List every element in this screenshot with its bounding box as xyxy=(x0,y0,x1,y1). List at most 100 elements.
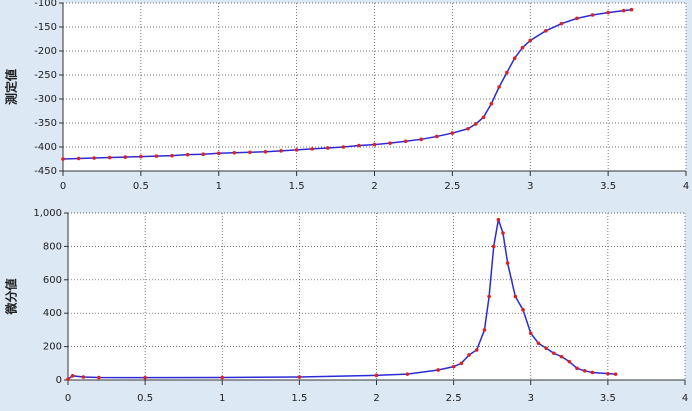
data-point xyxy=(496,217,501,222)
data-point xyxy=(341,145,346,149)
y-tick-label: 400 xyxy=(43,308,62,319)
data-point xyxy=(310,147,315,151)
data-point xyxy=(491,244,496,249)
data-point xyxy=(559,21,564,26)
data-point xyxy=(513,294,518,299)
x-tick-label: 0.5 xyxy=(133,181,149,192)
data-point xyxy=(357,143,361,148)
y-tick-label: 600 xyxy=(43,275,62,286)
data-point xyxy=(474,348,479,352)
data-point xyxy=(297,375,302,379)
data-point xyxy=(143,375,147,380)
x-tick-label: 0 xyxy=(65,393,71,404)
data-point xyxy=(403,139,408,144)
data-point xyxy=(107,155,112,160)
x-tick-label: 1.5 xyxy=(289,181,305,192)
data-point xyxy=(629,7,634,12)
data-point xyxy=(487,294,491,299)
data-point xyxy=(459,361,464,366)
data-point xyxy=(482,328,487,332)
data-point xyxy=(621,8,626,13)
y-axis-label: 測定値 xyxy=(4,69,19,105)
data-point xyxy=(497,85,501,89)
data-point xyxy=(536,341,541,346)
y-tick-label: -450 xyxy=(34,166,57,177)
data-point xyxy=(528,331,533,336)
data-point xyxy=(528,38,533,43)
y-tick-label: 1,000 xyxy=(33,208,62,219)
data-point xyxy=(435,134,439,139)
data-point xyxy=(473,122,478,126)
data-point xyxy=(552,351,556,356)
x-tick-label: 3.5 xyxy=(600,181,616,192)
data-point xyxy=(139,154,143,159)
data-point xyxy=(123,155,128,159)
data-point xyxy=(606,10,610,15)
data-point xyxy=(185,152,190,157)
data-point xyxy=(263,150,268,154)
data-point xyxy=(92,156,96,160)
data-line xyxy=(62,8,632,160)
data-point xyxy=(436,368,441,372)
x-tick-label: 2.5 xyxy=(444,181,460,192)
data-point xyxy=(232,150,237,155)
data-point xyxy=(248,150,252,155)
data-point xyxy=(489,102,494,106)
data-point xyxy=(451,364,456,369)
data-point xyxy=(450,131,455,135)
x-tick-label: 1 xyxy=(216,181,222,192)
data-point xyxy=(590,13,595,17)
data-point xyxy=(501,231,505,235)
data-point xyxy=(559,354,564,359)
data-point xyxy=(154,154,159,158)
data-point xyxy=(466,126,470,131)
data-point xyxy=(374,373,379,378)
y-tick-label: -300 xyxy=(34,94,57,105)
data-point xyxy=(76,156,81,161)
data-point xyxy=(81,375,86,379)
x-tick-label: 2 xyxy=(373,393,379,404)
data-point xyxy=(520,45,525,50)
data-point xyxy=(467,353,471,357)
data-point xyxy=(294,148,299,152)
data-point xyxy=(216,151,221,156)
x-tick-label: 0.5 xyxy=(137,393,153,404)
data-point xyxy=(521,308,525,312)
x-tick-label: 1 xyxy=(219,393,225,404)
data-point xyxy=(279,149,283,153)
data-point xyxy=(606,371,610,376)
x-tick-label: 4 xyxy=(683,181,689,192)
data-point xyxy=(505,261,510,265)
y-tick-label: 200 xyxy=(43,342,62,353)
data-point xyxy=(170,153,174,158)
data-point xyxy=(405,372,410,376)
data-point xyxy=(419,137,424,142)
x-tick-label: 3.5 xyxy=(600,393,616,404)
data-point xyxy=(220,375,225,380)
x-tick-label: 3 xyxy=(528,393,534,404)
data-point xyxy=(66,377,70,381)
data-point xyxy=(575,16,579,21)
data-point xyxy=(325,146,330,150)
data-point xyxy=(61,157,65,161)
data-point xyxy=(544,29,548,33)
data-point xyxy=(582,369,587,373)
data-point xyxy=(613,372,618,376)
data-point xyxy=(590,370,595,375)
x-tick-label: 0 xyxy=(60,181,66,192)
data-point xyxy=(567,359,572,364)
data-point xyxy=(505,70,509,75)
data-point xyxy=(575,366,579,371)
data-point xyxy=(512,56,517,60)
data-point xyxy=(372,142,377,147)
y-tick-label: -150 xyxy=(34,22,57,33)
data-point xyxy=(544,346,548,351)
data-point xyxy=(481,115,486,120)
data-point xyxy=(97,375,101,380)
y-axis-label: 微分値 xyxy=(4,278,19,315)
data-point xyxy=(70,374,75,378)
y-tick-label: -350 xyxy=(34,118,57,129)
y-tick-label: -400 xyxy=(34,142,57,153)
y-tick-label: -250 xyxy=(34,70,57,81)
